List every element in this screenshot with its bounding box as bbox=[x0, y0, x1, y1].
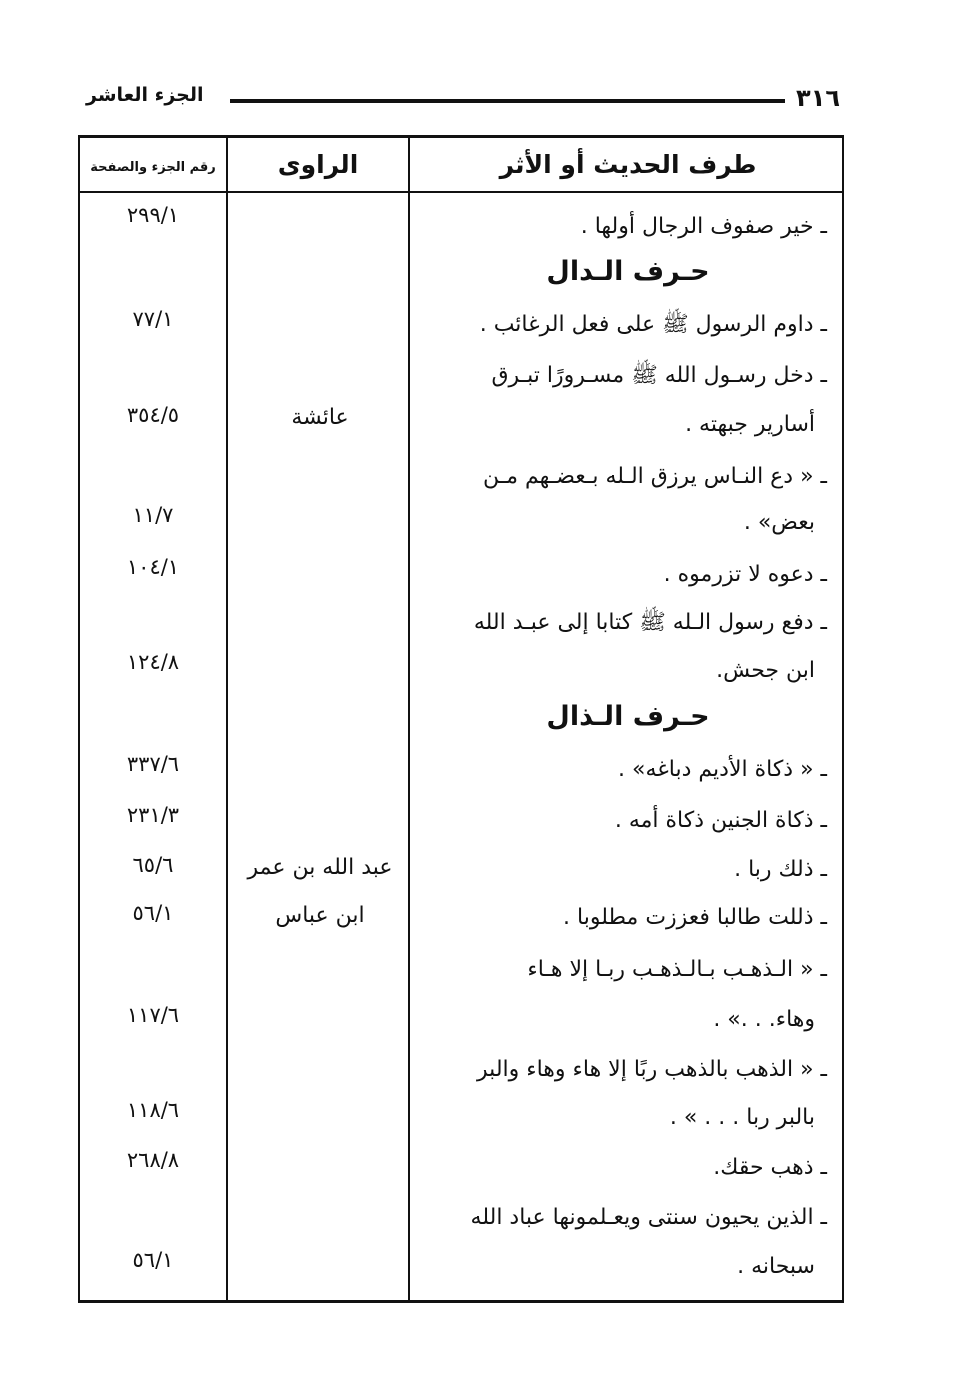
hadith-line: وهاء. . .» . bbox=[713, 1007, 815, 1032]
hadith-line: ـ « الـذهـب بـالـذهـب ربـا إلا هـاء bbox=[527, 957, 827, 982]
column-divider bbox=[226, 135, 228, 1303]
reference: ٢٩٩/١ bbox=[126, 203, 180, 227]
hadith-line: ـ ذهب حقك. bbox=[713, 1155, 827, 1180]
hadith-line: ـ « الذهب بالذهب ربًا إلا هاء وهاء والبر bbox=[477, 1057, 827, 1082]
column-header-hadith: طرف الحديث أو الأثر bbox=[499, 150, 757, 179]
reference: ٧٧/١ bbox=[132, 307, 174, 331]
section-heading-dal: حـرف الـدال bbox=[546, 256, 710, 287]
hadith-line: ـ ذلك ربا . bbox=[734, 857, 827, 882]
index-table bbox=[78, 135, 844, 1303]
header-divider bbox=[78, 191, 844, 193]
hadith-line: ابن جحش. bbox=[716, 658, 815, 683]
reference: ٣٥٤/٥ bbox=[126, 403, 180, 427]
reference: ١١/٧ bbox=[132, 503, 174, 527]
hadith-line: ـ الذين يحيون سنتى ويعـلمونها عباد الله bbox=[470, 1205, 827, 1230]
narrator: عائشة bbox=[291, 405, 349, 430]
reference: ٥٦/١ bbox=[132, 1248, 174, 1272]
hadith-line: أسارير جبهته . bbox=[685, 412, 815, 437]
reference: ١١٧/٦ bbox=[126, 1003, 180, 1027]
hadith-line: بالبر ربا . . . » . bbox=[669, 1105, 815, 1130]
hadith-line: ـ « ذكاة الأديم دباغه» . bbox=[618, 757, 827, 782]
column-divider bbox=[408, 135, 410, 1303]
hadith-line: ـ « دع النـاس يرزق الـله بـعضـهم مـن bbox=[483, 464, 827, 489]
narrator: ابن عباس bbox=[275, 903, 365, 928]
running-title: الجزء العاشر bbox=[86, 84, 204, 106]
narrator: عبد الله بن عمر bbox=[247, 855, 393, 880]
reference: ٦٥/٦ bbox=[132, 853, 174, 877]
hadith-line: ـ ذللت طالبا فعززت مطلوبا . bbox=[563, 905, 827, 930]
hadith-line: بعض» . bbox=[743, 510, 815, 535]
header-rule bbox=[230, 99, 785, 103]
reference: ٢٦٨/٨ bbox=[126, 1148, 180, 1172]
reference: ٣٣٧/٦ bbox=[126, 752, 180, 776]
section-heading-dhal: حـرف الـذال bbox=[546, 701, 710, 732]
column-header-reference: رقم الجزء والصفحة bbox=[90, 160, 216, 175]
reference: ١٢٤/٨ bbox=[126, 650, 180, 674]
reference: ٢٣١/٣ bbox=[126, 803, 180, 827]
reference: ١٠٤/١ bbox=[126, 555, 180, 579]
page-number: ٣١٦ bbox=[796, 84, 840, 112]
hadith-line: ـ دفع رسول الـله ﷺ كتابا إلى عبـد الله bbox=[473, 610, 827, 635]
hadith-line: ـ ذكاة الجنين ذكاة أمه . bbox=[614, 808, 827, 833]
column-header-narrator: الراوى bbox=[277, 150, 359, 179]
reference: ٥٦/١ bbox=[132, 901, 174, 925]
reference: ١١٨/٦ bbox=[126, 1098, 180, 1122]
hadith-line: ـ دعوه لا تزرموه . bbox=[663, 562, 827, 587]
hadith-line: ـ دخل رسـول الله ﷺ مسـرورًا تبـرق bbox=[491, 363, 827, 388]
hadith-line: ـ داوم الرسول ﷺ على فعل الرغائب . bbox=[479, 312, 827, 337]
hadith-line: سبحانه . bbox=[737, 1254, 815, 1279]
hadith-line: ـ خير صفوف الرجال أولها . bbox=[580, 214, 827, 239]
